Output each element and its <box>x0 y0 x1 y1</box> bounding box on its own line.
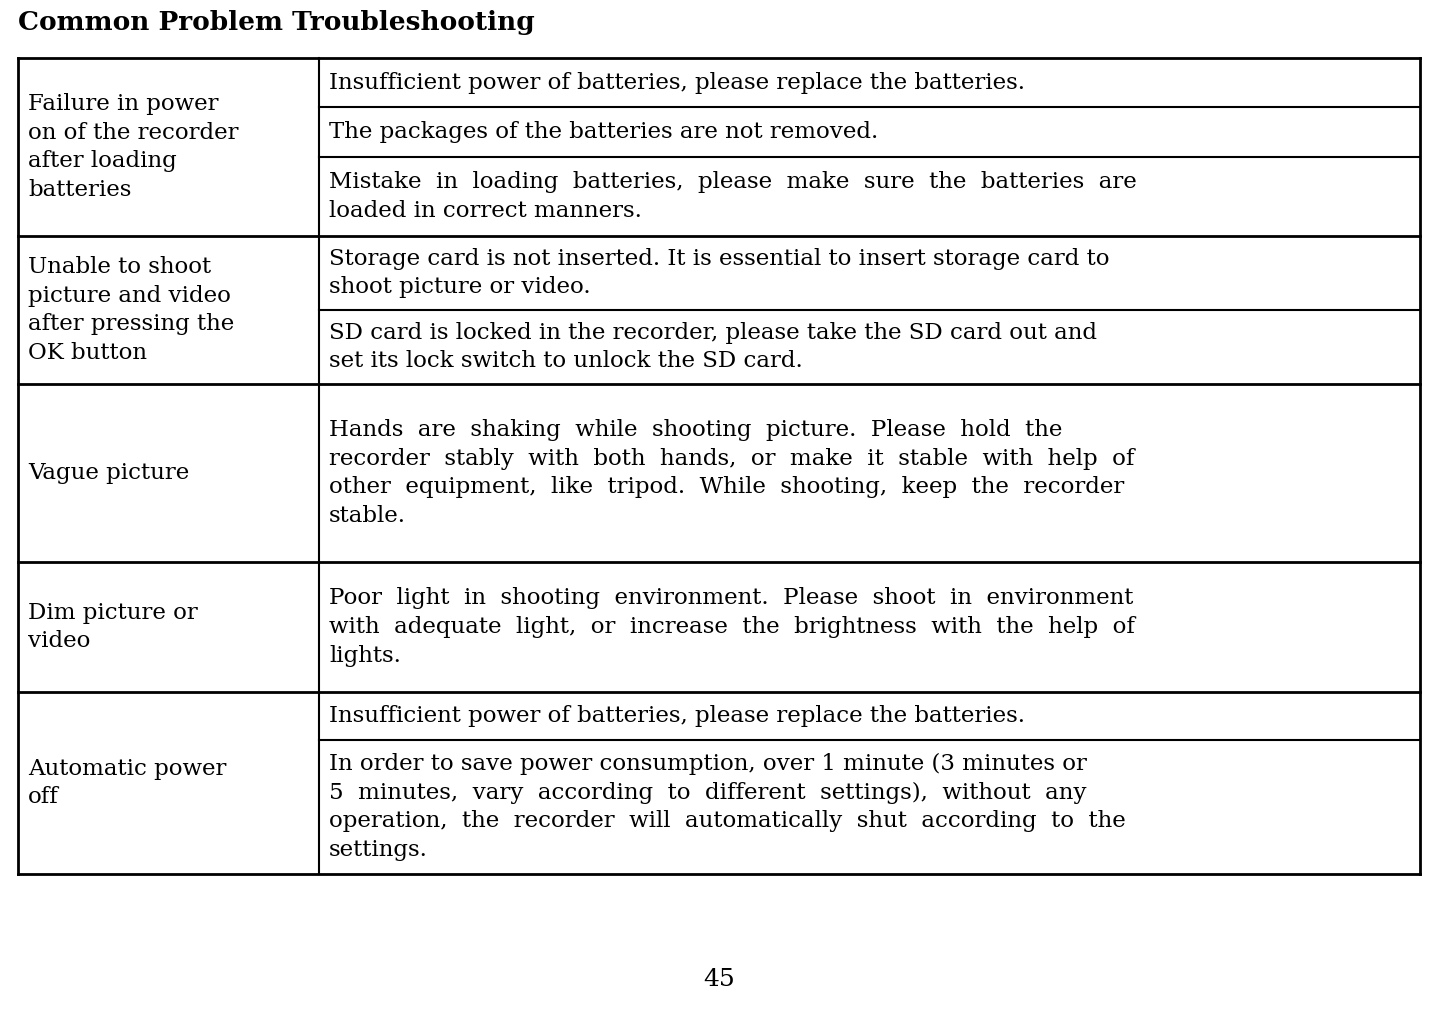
Text: SD card is locked in the recorder, please take the SD card out and
set its lock : SD card is locked in the recorder, pleas… <box>329 321 1097 373</box>
Text: Vague picture: Vague picture <box>27 462 190 484</box>
Text: Insufficient power of batteries, please replace the batteries.: Insufficient power of batteries, please … <box>329 705 1025 727</box>
Text: Poor  light  in  shooting  environment.  Please  shoot  in  environment
with  ad: Poor light in shooting environment. Plea… <box>329 587 1135 667</box>
Text: In order to save power consumption, over 1 minute (3 minutes or
5  minutes,  var: In order to save power consumption, over… <box>329 752 1126 862</box>
Text: Insufficient power of batteries, please replace the batteries.: Insufficient power of batteries, please … <box>329 72 1025 94</box>
Text: Unable to shoot
picture and video
after pressing the
OK button: Unable to shoot picture and video after … <box>27 256 234 365</box>
Text: Mistake  in  loading  batteries,  please  make  sure  the  batteries  are
loaded: Mistake in loading batteries, please mak… <box>329 171 1137 222</box>
Text: Failure in power
on of the recorder
after loading
batteries: Failure in power on of the recorder afte… <box>27 93 239 201</box>
Text: Storage card is not inserted. It is essential to insert storage card to
shoot pi: Storage card is not inserted. It is esse… <box>329 247 1110 298</box>
Text: Automatic power
off: Automatic power off <box>27 758 226 808</box>
Text: The packages of the batteries are not removed.: The packages of the batteries are not re… <box>329 121 879 143</box>
Text: Hands  are  shaking  while  shooting  picture.  Please  hold  the
recorder  stab: Hands are shaking while shooting picture… <box>329 419 1135 527</box>
Text: 45: 45 <box>703 969 735 992</box>
Text: Common Problem Troubleshooting: Common Problem Troubleshooting <box>19 10 535 35</box>
Text: Dim picture or
video: Dim picture or video <box>27 602 198 652</box>
